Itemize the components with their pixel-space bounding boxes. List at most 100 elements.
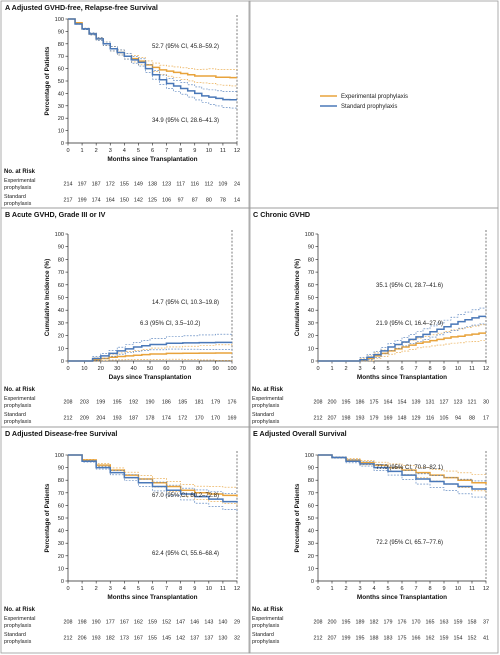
risk-row-label-line: Experimental xyxy=(4,178,35,184)
risk-table-header: No. at Risk xyxy=(4,387,36,393)
x-tick-label: 2 xyxy=(344,586,347,592)
legend-label-standard: Standard prophylaxis xyxy=(341,104,397,110)
panel-title: B Acute GVHD, Grade III or IV xyxy=(5,210,106,219)
risk-count: 212 xyxy=(314,416,323,422)
legend: Experimental prophylaxis Standard prophyl… xyxy=(320,94,408,110)
x-tick-label: 1 xyxy=(81,586,84,592)
risk-count: 195 xyxy=(342,620,351,626)
risk-row-label-line: prophylaxis xyxy=(4,419,32,425)
y-tick-label: 10 xyxy=(58,566,64,572)
risk-count: 158 xyxy=(468,620,477,626)
risk-count: 123 xyxy=(162,182,171,188)
risk-count: 179 xyxy=(211,400,220,406)
x-tick-label: 2 xyxy=(95,148,98,154)
risk-count: 163 xyxy=(440,620,449,626)
risk-count: 175 xyxy=(398,636,407,642)
y-tick-label: 50 xyxy=(58,79,64,85)
x-tick-label: 0 xyxy=(316,366,319,372)
x-tick-label: 6 xyxy=(151,148,154,154)
risk-count: 172 xyxy=(106,182,115,188)
risk-count: 209 xyxy=(80,416,89,422)
risk-count: 146 xyxy=(190,620,199,626)
risk-row-label: Standard prophylaxis xyxy=(4,194,32,207)
risk-count: 116 xyxy=(426,416,435,422)
risk-count: 159 xyxy=(148,620,157,626)
y-tick-label: 0 xyxy=(61,359,64,365)
risk-count: 142 xyxy=(176,636,185,642)
ci-upper-standard xyxy=(318,307,487,362)
x-tick-label: 9 xyxy=(193,586,196,592)
y-tick-label: 20 xyxy=(58,334,64,340)
x-tick-label: 3 xyxy=(109,148,112,154)
risk-row-label-line: prophylaxis xyxy=(4,623,32,629)
risk-count: 179 xyxy=(384,620,393,626)
ci-lower-standard xyxy=(318,454,487,499)
x-tick-label: 8 xyxy=(428,586,431,592)
series-line-standard xyxy=(68,454,238,503)
risk-count: 152 xyxy=(468,636,477,642)
y-axis-label: Percentage of Patients xyxy=(294,483,301,552)
y-tick-label: 40 xyxy=(58,529,64,535)
risk-count: 186 xyxy=(162,400,171,406)
x-tick-label: 11 xyxy=(469,586,475,592)
risk-count: 125 xyxy=(148,198,157,204)
estimate-annotation: 21.9 (95% CI, 16.4–27.9) xyxy=(376,321,443,327)
risk-count: 154 xyxy=(398,400,407,406)
risk-count: 181 xyxy=(195,400,204,406)
risk-count: 195 xyxy=(113,400,122,406)
risk-count: 182 xyxy=(370,620,379,626)
x-tick-label: 11 xyxy=(220,148,226,154)
y-tick-label: 60 xyxy=(308,283,314,289)
panel-A: A Adjusted GVHD-free, Relapse-free Survi… xyxy=(4,3,240,207)
y-tick-label: 90 xyxy=(58,245,64,251)
risk-row-label-line: Experimental xyxy=(252,396,283,402)
x-tick-label: 4 xyxy=(372,586,375,592)
panel-frame-4 xyxy=(0,426,251,654)
x-tick-label: 9 xyxy=(193,148,196,154)
risk-count: 32 xyxy=(234,636,240,642)
risk-table-header: No. at Risk xyxy=(252,387,284,393)
y-tick-label: 80 xyxy=(308,257,314,263)
panel-frame-0 xyxy=(0,0,251,209)
risk-count: 172 xyxy=(178,416,187,422)
x-tick-label: 30 xyxy=(114,366,120,372)
risk-count: 183 xyxy=(384,636,393,642)
risk-count: 24 xyxy=(234,182,240,188)
x-tick-label: 0 xyxy=(316,586,319,592)
risk-row-label: Standard prophylaxis xyxy=(4,412,32,425)
risk-count: 131 xyxy=(426,400,435,406)
y-tick-label: 100 xyxy=(55,232,64,238)
x-tick-label: 6 xyxy=(400,586,403,592)
y-tick-label: 20 xyxy=(308,334,314,340)
risk-count: 195 xyxy=(356,636,365,642)
risk-count: 87 xyxy=(192,198,198,204)
y-axis-label: Percentage of Patients xyxy=(44,46,51,115)
series-line-standard xyxy=(318,315,486,362)
risk-count: 127 xyxy=(440,400,449,406)
risk-count: 159 xyxy=(440,636,449,642)
risk-count: 147 xyxy=(176,620,185,626)
x-tick-label: 11 xyxy=(220,586,226,592)
y-tick-label: 100 xyxy=(55,453,64,459)
risk-count: 97 xyxy=(178,198,184,204)
series-line-standard xyxy=(68,18,237,101)
risk-count: 178 xyxy=(146,416,155,422)
risk-row-label-line: prophylaxis xyxy=(252,403,280,409)
x-tick-label: 100 xyxy=(227,366,236,372)
risk-count: 176 xyxy=(228,400,237,406)
risk-count: 189 xyxy=(356,620,365,626)
risk-count: 123 xyxy=(454,400,463,406)
risk-count: 170 xyxy=(195,416,204,422)
y-axis-label: Percentage of Patients xyxy=(44,483,51,552)
risk-count: 199 xyxy=(342,636,351,642)
y-tick-label: 100 xyxy=(305,453,314,459)
risk-count: 173 xyxy=(120,636,129,642)
risk-count: 199 xyxy=(78,198,87,204)
x-tick-label: 3 xyxy=(109,586,112,592)
risk-count: 152 xyxy=(162,620,171,626)
risk-count: 121 xyxy=(468,400,477,406)
y-tick-label: 90 xyxy=(58,466,64,472)
panel-E: E Adjusted Overall Survival0102030405060… xyxy=(252,429,489,645)
risk-count: 185 xyxy=(178,400,187,406)
x-tick-label: 1 xyxy=(330,586,333,592)
